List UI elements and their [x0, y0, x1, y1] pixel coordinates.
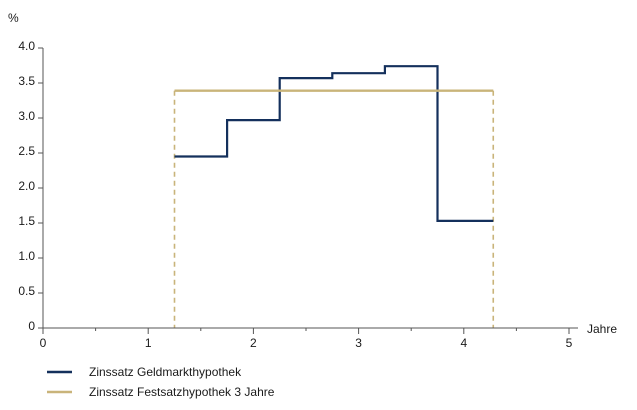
tick-labels: 0 0.5 1.0 1.5 2.0 2.5 3.0 3.5 4.0 0 1 2 3 4 5	[18, 39, 572, 350]
x-tick-label: 0	[40, 336, 47, 350]
y-tick-label: 2.0	[18, 179, 35, 193]
legend: Zinssatz Geldmarkthypothek Zinssatz Fests…	[47, 365, 275, 399]
series-lines	[174, 65, 494, 222]
y-tick-label: 0	[28, 319, 35, 333]
x-tick-label: 5	[566, 336, 573, 350]
legend-label: Zinssatz Festsatzhypothek 3 Jahre	[89, 385, 275, 399]
y-tick-label: 3.5	[18, 74, 35, 88]
y-tick-label: 0.5	[18, 284, 35, 298]
y-tick-label: 2.5	[18, 144, 35, 158]
x-tick-label: 4	[460, 336, 467, 350]
x-tick-label: 3	[355, 336, 362, 350]
series-geldmarkthypothek-line	[174, 65, 494, 222]
legend-label: Zinssatz Geldmarkthypothek	[89, 365, 242, 379]
reference-lines	[173, 90, 495, 328]
y-tick-label: 4.0	[18, 39, 35, 53]
y-tick-label: 3.0	[18, 109, 35, 123]
y-axis-unit-label: %	[8, 11, 19, 25]
y-tick-label: 1.5	[18, 214, 35, 228]
x-axis-label: Jahre	[587, 322, 617, 336]
axes	[38, 47, 578, 334]
x-tick-label: 2	[250, 336, 257, 350]
y-tick-label: 1.0	[18, 249, 35, 263]
x-tick-label: 1	[145, 336, 152, 350]
